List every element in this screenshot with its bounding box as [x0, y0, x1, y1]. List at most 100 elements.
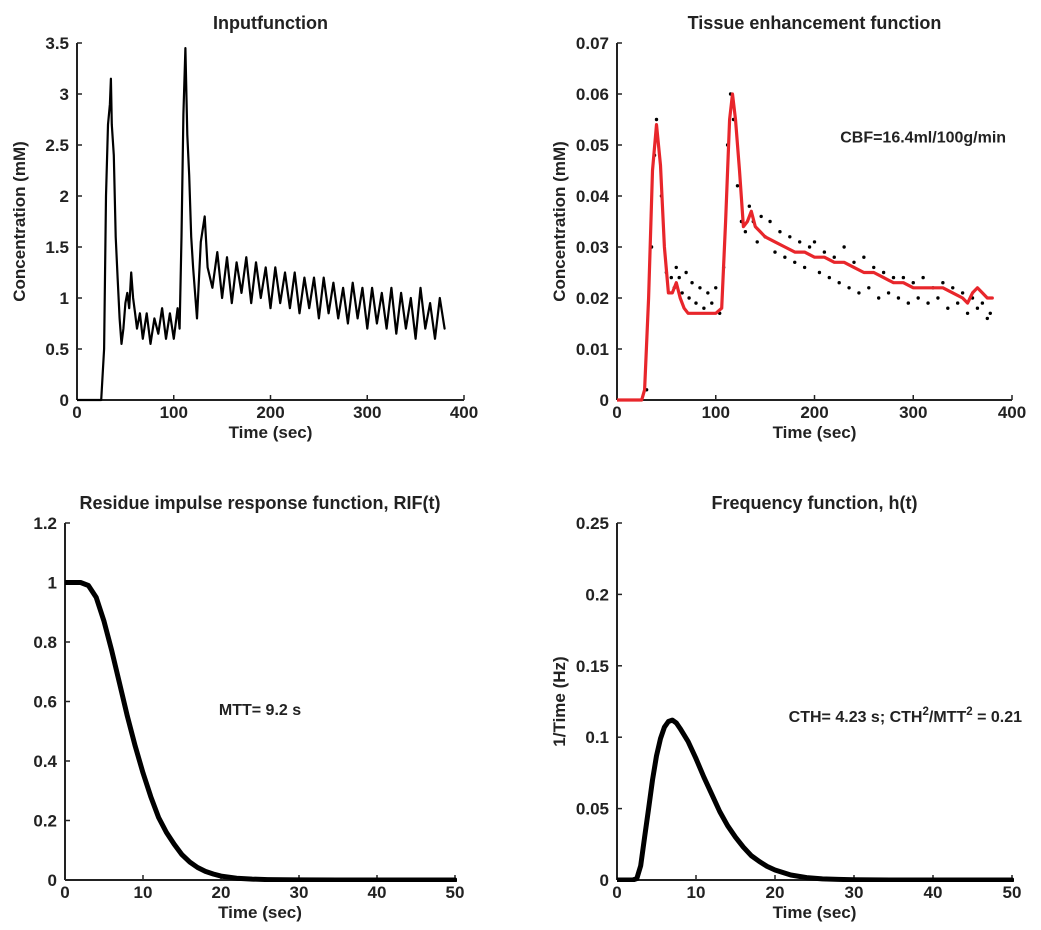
y-tick-label: 0.8 — [33, 633, 57, 652]
y-axis-label: Concentration (mM) — [550, 141, 569, 302]
y-tick-label: 0.05 — [576, 800, 609, 819]
data-point — [768, 219, 772, 224]
chart-panel-4: Frequency function, h(t) 0 10 20 30 40 50 0 0.05… — [550, 493, 1022, 922]
data-point — [886, 291, 891, 295]
data-point — [684, 270, 688, 275]
annotation-text: CTH= 4.23 s; CTH2/MTT2 = 0.21 — [789, 706, 1022, 726]
y-tick-label: 0.6 — [33, 693, 57, 712]
chart-panel-2: Tissue enhancement function 0 100 200 300 400… — [550, 13, 1026, 442]
series-line — [617, 92, 994, 402]
y-tick-label: 1 — [48, 574, 57, 593]
data-point — [807, 245, 812, 249]
y-tick-label: 0 — [48, 871, 57, 890]
data-point — [926, 301, 930, 305]
x-tick-label: 100 — [702, 403, 730, 422]
y-tick-label: 0.5 — [45, 340, 69, 359]
y-tick-label: 0.02 — [576, 289, 609, 308]
x-tick-label: 40 — [924, 883, 943, 902]
x-tick-label: 10 — [134, 883, 153, 902]
y-tick-label: 1 — [60, 289, 69, 308]
x-tick-label: 30 — [845, 883, 864, 902]
chart-panel-1: Inputfunction 0 100 200 300 400 0 0.5 1 1.5 2 2.5 3 3… — [10, 13, 478, 442]
data-point — [698, 286, 702, 290]
data-point — [654, 117, 659, 122]
x-axis-label: Time (sec) — [229, 423, 313, 442]
y-tick-label: 0.05 — [576, 136, 609, 155]
data-point — [773, 250, 777, 254]
y-tick-label: 0.25 — [576, 514, 609, 533]
data-point — [694, 301, 698, 305]
y-tick-label: 0 — [600, 871, 609, 890]
y-tick-label: 0.01 — [576, 340, 609, 359]
data-point — [852, 260, 856, 264]
data-point — [965, 311, 970, 315]
data-point — [881, 270, 886, 275]
data-point — [911, 281, 915, 285]
x-tick-label: 400 — [998, 403, 1026, 422]
data-point — [690, 281, 694, 285]
data-point — [802, 265, 807, 270]
y-axis-label: Concentration (mM) — [10, 141, 29, 302]
data-point — [901, 275, 906, 280]
data-point — [788, 235, 792, 239]
y-tick-label: 3 — [60, 85, 69, 104]
data-point — [797, 240, 802, 244]
x-tick-label: 20 — [212, 883, 231, 902]
data-point — [946, 306, 950, 310]
x-axis-label: Time (sec) — [218, 903, 302, 922]
y-tick-label: 0 — [60, 391, 69, 410]
x-tick-label: 0 — [612, 403, 621, 422]
x-tick-label: 0 — [60, 883, 69, 902]
data-point — [702, 306, 706, 310]
data-point — [827, 275, 832, 280]
y-tick-label: 0.07 — [576, 34, 609, 53]
data-point — [951, 286, 955, 290]
data-point — [955, 301, 960, 305]
data-point — [960, 291, 965, 295]
data-point — [755, 240, 759, 244]
x-tick-label: 40 — [368, 883, 387, 902]
x-tick-label: 100 — [160, 403, 188, 422]
data-point — [778, 230, 782, 234]
data-point — [817, 270, 822, 275]
data-point — [735, 184, 740, 188]
data-point — [680, 291, 684, 295]
x-tick-label: 10 — [687, 883, 706, 902]
data-point — [837, 281, 841, 285]
annotation-text: CBF=16.4ml/100g/min — [840, 129, 1006, 146]
x-tick-label: 200 — [256, 403, 284, 422]
y-tick-label: 0.04 — [576, 187, 610, 206]
data-point — [975, 306, 980, 310]
series-line — [77, 47, 446, 402]
data-point — [941, 281, 945, 285]
data-point — [891, 275, 896, 280]
data-point — [674, 265, 678, 270]
y-tick-label: 3.5 — [45, 34, 69, 53]
y-tick-label: 0.15 — [576, 657, 609, 676]
data-point — [669, 275, 674, 280]
data-point — [862, 255, 866, 259]
y-tick-label: 1.5 — [45, 238, 69, 257]
data-point — [793, 260, 797, 264]
x-axis-label: Time (sec) — [773, 903, 857, 922]
data-point — [936, 296, 940, 300]
x-tick-label: 50 — [446, 883, 465, 902]
y-tick-label: 0.4 — [33, 752, 57, 771]
y-tick-label: 0.2 — [585, 585, 609, 604]
data-point — [706, 291, 710, 295]
x-tick-label: 300 — [899, 403, 927, 422]
data-point — [710, 301, 714, 305]
data-point — [980, 301, 985, 305]
y-tick-label: 0.1 — [585, 728, 609, 747]
data-point — [988, 311, 992, 315]
data-point — [842, 245, 846, 249]
series-line — [617, 717, 1014, 882]
data-point — [747, 204, 752, 208]
annotation-text: MTT= 9.2 s — [219, 702, 301, 719]
data-point — [872, 265, 876, 270]
x-tick-label: 0 — [612, 883, 621, 902]
data-point — [812, 240, 817, 244]
y-tick-label: 2.5 — [45, 136, 69, 155]
x-tick-label: 0 — [72, 403, 81, 422]
